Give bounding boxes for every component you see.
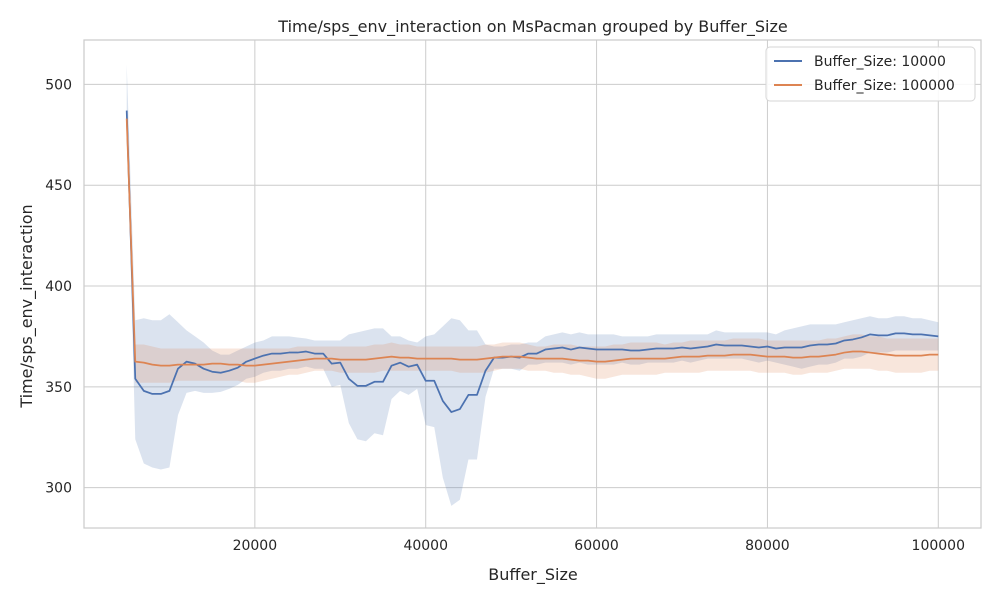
legend-box bbox=[765, 46, 976, 102]
legend: Buffer_Size: 10000 Buffer_Size: 100000 bbox=[765, 46, 976, 102]
legend-label: Buffer_Size: 100000 bbox=[814, 78, 955, 94]
x-tick-label: 20000 bbox=[233, 538, 278, 554]
x-tick-label: 100000 bbox=[912, 538, 965, 554]
x-tick-label: 60000 bbox=[574, 538, 619, 554]
series-lines bbox=[125, 110, 939, 413]
y-tick-label: 500 bbox=[45, 77, 72, 93]
chart-title: Time/sps_env_interaction on MsPacman gro… bbox=[277, 17, 787, 37]
x-axis-label: Buffer_Size bbox=[488, 565, 577, 585]
x-tick-label: 80000 bbox=[745, 538, 790, 554]
tick-labels: 20000 40000 60000 80000 100000 300 350 400 450 50… bbox=[45, 77, 965, 554]
y-tick-label: 400 bbox=[45, 279, 72, 295]
series-2-confidence-band bbox=[126, 112, 939, 383]
x-tick-label: 40000 bbox=[403, 538, 448, 554]
plot-frame bbox=[83, 39, 982, 529]
legend-label: Buffer_Size: 10000 bbox=[814, 54, 946, 70]
y-tick-label: 350 bbox=[45, 380, 72, 396]
series-1-line bbox=[125, 110, 939, 413]
series-2-line bbox=[125, 118, 939, 367]
y-axis-label: Time/sps_env_interaction bbox=[17, 204, 37, 408]
confidence-bands bbox=[126, 64, 939, 506]
y-tick-label: 300 bbox=[45, 481, 72, 497]
y-tick-label: 450 bbox=[45, 178, 72, 194]
